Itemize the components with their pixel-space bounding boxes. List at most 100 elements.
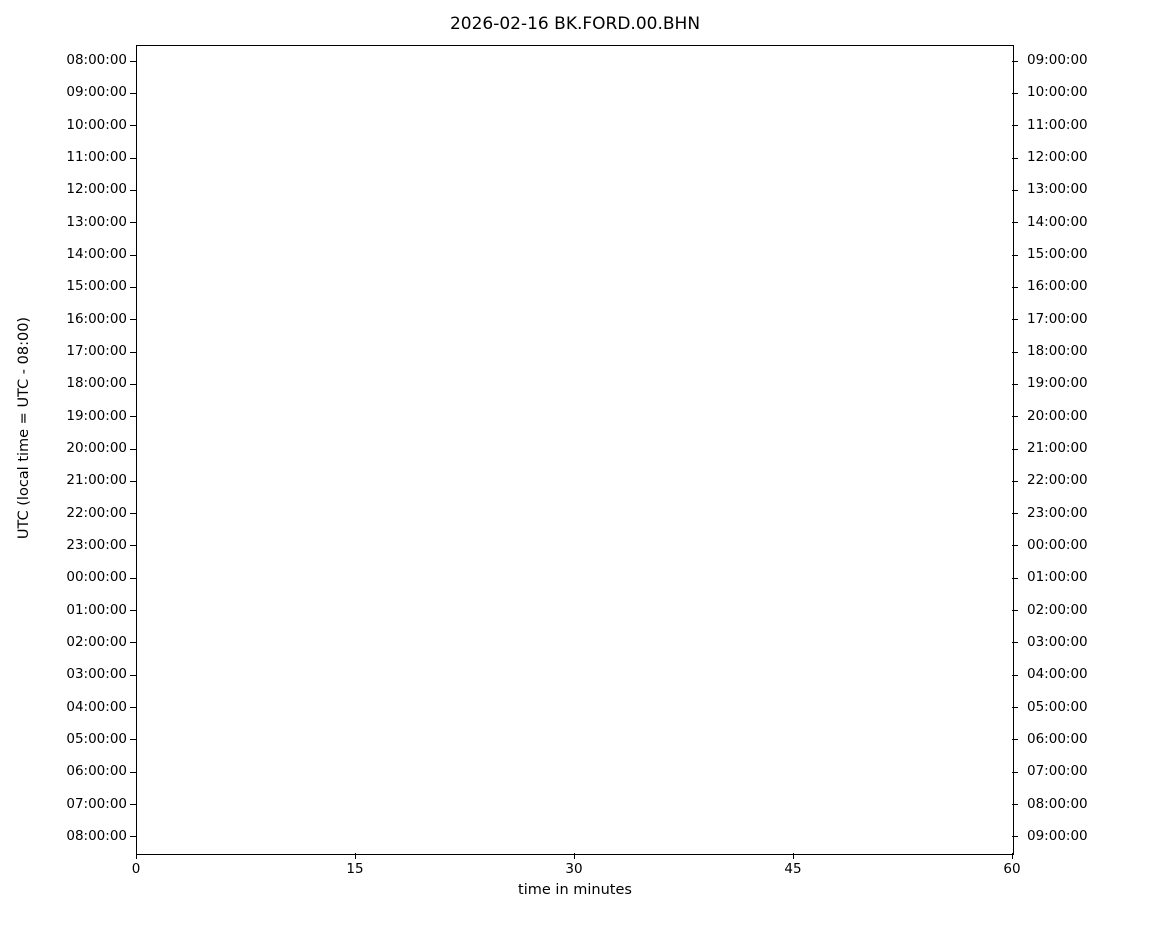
right-axis-tick-mark: [1012, 513, 1018, 515]
right-axis-tick-mark: [1012, 674, 1018, 676]
right-axis-tick-label: 16:00:00: [1027, 278, 1088, 295]
right-axis-tick-label: 20:00:00: [1027, 407, 1088, 424]
x-axis-tick-label: 0: [131, 861, 141, 877]
right-axis-tick-mark: [1012, 771, 1018, 773]
left-axis-tick-mark: [130, 642, 136, 644]
left-axis-tick-mark: [130, 383, 136, 385]
left-axis-tick-mark: [130, 286, 136, 288]
right-axis-tick-label: 21:00:00: [1027, 440, 1088, 456]
right-axis-tick-label: 04:00:00: [1027, 666, 1088, 683]
right-axis-tick-label: 18:00:00: [1027, 343, 1088, 360]
left-axis-tick-label: 04:00:00: [66, 698, 127, 715]
right-axis-tick-mark: [1012, 286, 1018, 288]
y-axis-title: UTC (local time = UTC - 08:00): [16, 316, 32, 540]
left-axis-tick-label: 19:00:00: [66, 407, 127, 424]
left-axis-tick-label: 07:00:00: [66, 795, 127, 812]
right-axis-tick-mark: [1012, 125, 1018, 127]
left-axis-tick-mark: [130, 254, 136, 256]
left-axis-tick-label: 13:00:00: [66, 213, 127, 230]
left-axis-tick-mark: [130, 739, 136, 741]
left-axis-tick-label: 00:00:00: [66, 569, 127, 586]
left-axis-tick-label: 09:00:00: [66, 84, 127, 101]
plot-frame: [136, 45, 1014, 855]
x-axis-tick-label: 15: [346, 861, 364, 877]
right-axis-tick-label: 02:00:00: [1027, 601, 1088, 618]
right-axis-tick-label: 14:00:00: [1027, 213, 1088, 230]
page-title: 2026-02-16 BK.FORD.00.BHN: [449, 14, 701, 34]
right-axis-tick-label: 17:00:00: [1027, 310, 1088, 327]
right-axis-tick-mark: [1012, 351, 1018, 353]
right-axis-tick-mark: [1012, 610, 1018, 612]
x-axis-tick-mark: [354, 853, 356, 859]
x-axis-tick-mark: [573, 853, 575, 859]
right-axis-tick-label: 23:00:00: [1027, 504, 1088, 521]
right-axis-tick-mark: [1012, 707, 1018, 709]
x-axis-tick-mark: [135, 853, 137, 859]
right-axis-tick-label: 10:00:00: [1027, 84, 1088, 101]
left-axis-tick-label: 05:00:00: [66, 730, 127, 747]
left-axis-tick-mark: [130, 92, 136, 94]
right-axis-tick-mark: [1012, 319, 1018, 321]
seismogram-traces-canvas: [137, 46, 1013, 854]
left-axis-tick-label: 20:00:00: [66, 440, 127, 456]
left-axis-tick-mark: [130, 189, 136, 191]
right-axis-tick-mark: [1012, 222, 1018, 224]
left-axis-tick-mark: [130, 577, 136, 579]
plot-area-wrapper: 08:00:00 09:00:00 10:00:00 11:00:00 12:00:00…: [66, 45, 1088, 859]
left-axis-tick-mark: [130, 416, 136, 418]
right-axis-tick-mark: [1012, 739, 1018, 741]
left-axis-tick-mark: [130, 60, 136, 62]
right-axis-tick-label: 08:00:00: [1027, 795, 1088, 812]
left-axis-tick-mark: [130, 836, 136, 838]
left-axis-tick-mark: [130, 125, 136, 127]
right-axis-tick-label: 03:00:00: [1027, 633, 1088, 650]
right-axis-tick-label: 13:00:00: [1027, 181, 1088, 198]
right-axis-tick-label: 09:00:00: [1027, 52, 1088, 69]
x-axis-tick-label: 60: [1003, 861, 1021, 877]
x-axis-tick-label: 45: [784, 861, 802, 877]
left-axis-tick-label: 14:00:00: [66, 246, 127, 263]
right-axis-tick-mark: [1012, 416, 1018, 418]
left-axis-tick-label: 22:00:00: [66, 504, 127, 521]
x-axis-tick-label: 30: [565, 861, 583, 877]
x-axis-tick-mark: [1011, 853, 1013, 859]
left-axis-tick-mark: [130, 674, 136, 676]
left-axis-tick-mark: [130, 707, 136, 709]
right-axis-tick-label: 15:00:00: [1027, 246, 1088, 263]
left-axis-tick-label: 21:00:00: [66, 472, 127, 489]
right-axis-tick-mark: [1012, 577, 1018, 579]
right-axis-tick-label: 06:00:00: [1027, 730, 1088, 747]
right-axis-tick-mark: [1012, 804, 1018, 806]
left-axis-tick-mark: [130, 157, 136, 159]
left-axis-tick-mark: [130, 771, 136, 773]
right-axis-tick-label: 09:00:00: [1027, 827, 1088, 844]
right-axis-tick-label: 12:00:00: [1027, 149, 1088, 166]
left-axis-tick-mark: [130, 351, 136, 353]
left-axis-tick-label: 08:00:00: [66, 52, 127, 69]
right-axis-tick-label: 22:00:00: [1027, 472, 1088, 489]
left-axis-tick-mark: [130, 448, 136, 450]
right-axis-tick-mark: [1012, 189, 1018, 191]
x-axis-tick-mark: [792, 853, 794, 859]
left-axis-tick-label: 01:00:00: [66, 601, 127, 618]
left-axis-tick-label: 23:00:00: [66, 536, 127, 553]
right-axis-tick-label: 19:00:00: [1027, 375, 1088, 392]
right-axis-tick-label: 11:00:00: [1027, 116, 1088, 133]
right-axis-tick-label: 01:00:00: [1027, 569, 1088, 586]
right-axis-tick-mark: [1012, 642, 1018, 644]
left-axis-tick-mark: [130, 222, 136, 224]
right-axis-tick-mark: [1012, 836, 1018, 838]
left-axis-tick-label: 10:00:00: [66, 116, 127, 133]
right-axis-tick-mark: [1012, 383, 1018, 385]
right-axis-tick-mark: [1012, 157, 1018, 159]
left-axis-tick-label: 11:00:00: [66, 149, 127, 166]
x-axis-title: time in minutes: [518, 882, 632, 898]
left-axis-tick-label: 15:00:00: [66, 278, 127, 295]
left-axis-tick-mark: [130, 513, 136, 515]
right-axis-tick-mark: [1012, 448, 1018, 450]
left-axis-tick-label: 03:00:00: [66, 666, 127, 683]
right-axis-tick-mark: [1012, 254, 1018, 256]
left-axis-tick-label: 08:00:00: [66, 827, 127, 844]
right-axis-tick-label: 00:00:00: [1027, 536, 1088, 553]
right-axis-tick-mark: [1012, 545, 1018, 547]
